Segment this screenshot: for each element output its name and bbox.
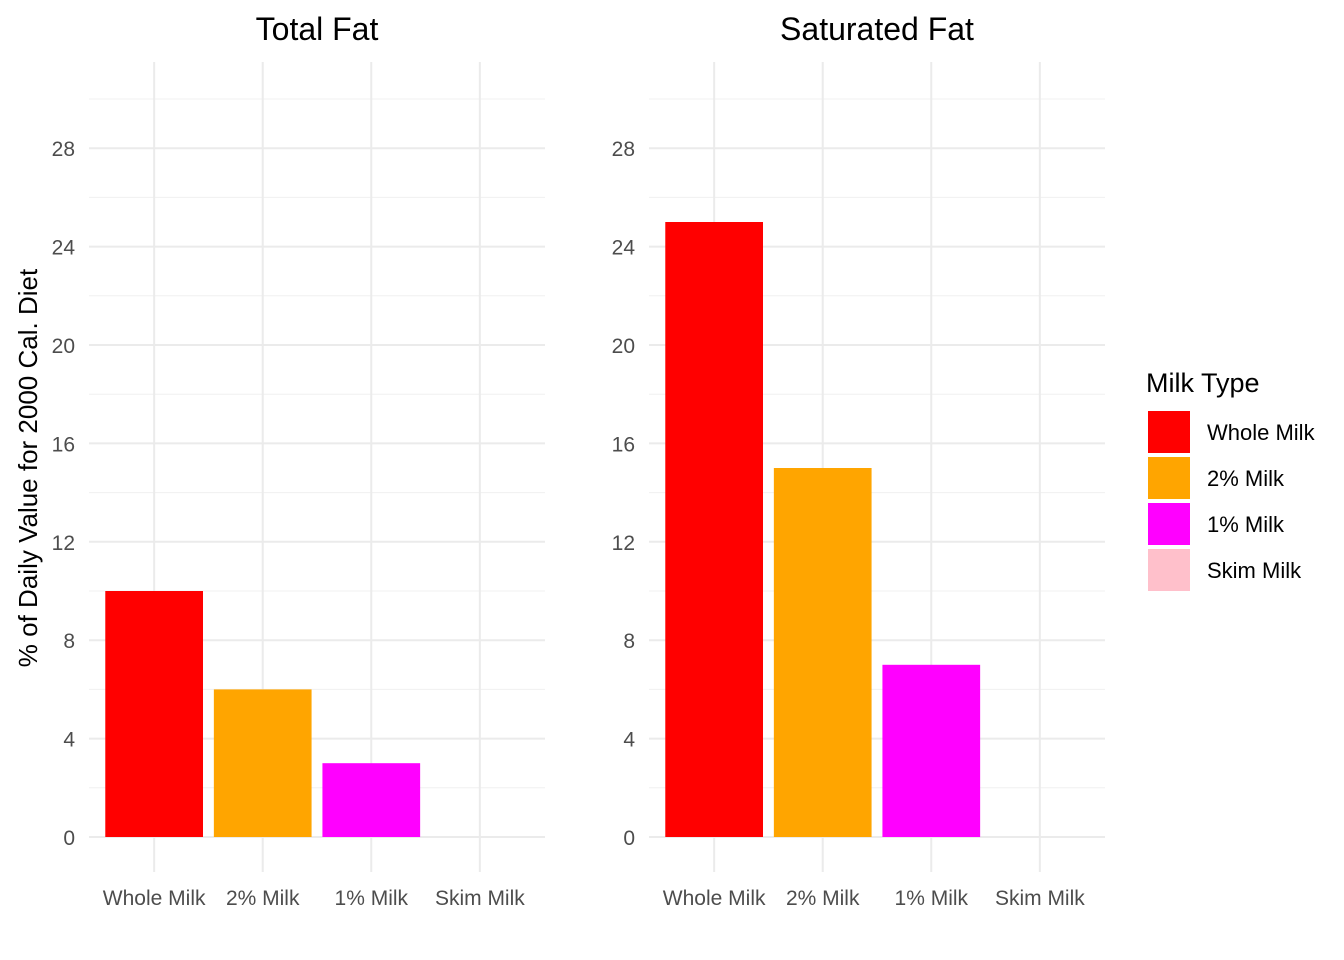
x-tick-label: Whole Milk [663,887,766,910]
y-tick-label: 4 [623,729,635,752]
x-tick-label: Skim Milk [435,887,525,910]
bar-total-fat-1pct-milk [322,763,421,837]
x-tick-label: 1% Milk [335,887,409,910]
bar-total-fat-2pct-milk [213,689,312,837]
legend-key-1pct-milk [1148,503,1190,545]
y-tick-label: 0 [63,827,75,850]
y-tick-label: 16 [612,433,635,456]
y-tick-label: 0 [623,827,635,850]
x-tick-label: 2% Milk [226,887,300,910]
bar-saturated-fat-1pct-milk [882,664,981,837]
bar-saturated-fat-2pct-milk [773,468,872,837]
legend-title: Milk Type [1146,368,1260,398]
x-tick-label: Whole Milk [103,887,206,910]
facet-panels: 0 4 8 12 16 20 24 28 Whole Milk 2% Milk 1% Milk Ski… [52,11,1105,910]
y-tick-label: 24 [612,237,636,260]
legend-key-2pct-milk [1148,457,1190,499]
panel-total-fat: 0 4 8 12 16 20 24 28 Whole Milk 2% Milk 1% Milk Ski… [52,11,545,910]
legend-label: Skim Milk [1207,558,1302,583]
y-tick-label: 4 [63,729,75,752]
x-tick-label: Skim Milk [995,887,1085,910]
panel-title: Saturated Fat [780,11,974,47]
y-tick-label: 28 [612,138,635,161]
y-tick-label: 20 [52,335,75,358]
y-tick-label: 12 [612,532,635,555]
y-tick-label: 24 [52,237,76,260]
y-tick-label: 12 [52,532,75,555]
legend: Milk Type Whole Milk 2% Milk 1% Milk Skim M… [1146,368,1316,591]
x-tick-label: 1% Milk [895,887,969,910]
y-tick-label: 8 [623,630,635,653]
legend-key-whole-milk [1148,411,1190,453]
x-tick-label: 2% Milk [786,887,860,910]
bar-total-fat-whole-milk [105,591,203,837]
legend-label: Whole Milk [1207,420,1316,445]
legend-label: 1% Milk [1207,512,1285,537]
legend-key-skim-milk [1148,549,1190,591]
panel-saturated-fat: 0 4 8 12 16 20 24 28 Whole Milk 2% Milk 1% Milk Ski… [612,11,1105,910]
y-axis-title: % of Daily Value for 2000 Cal. Diet [13,268,43,667]
bar-saturated-fat-whole-milk [665,222,763,837]
y-tick-label: 28 [52,138,75,161]
panel-title: Total Fat [256,11,379,47]
y-tick-label: 20 [612,335,635,358]
legend-label: 2% Milk [1207,466,1285,491]
y-tick-label: 16 [52,433,75,456]
y-tick-label: 8 [63,630,75,653]
